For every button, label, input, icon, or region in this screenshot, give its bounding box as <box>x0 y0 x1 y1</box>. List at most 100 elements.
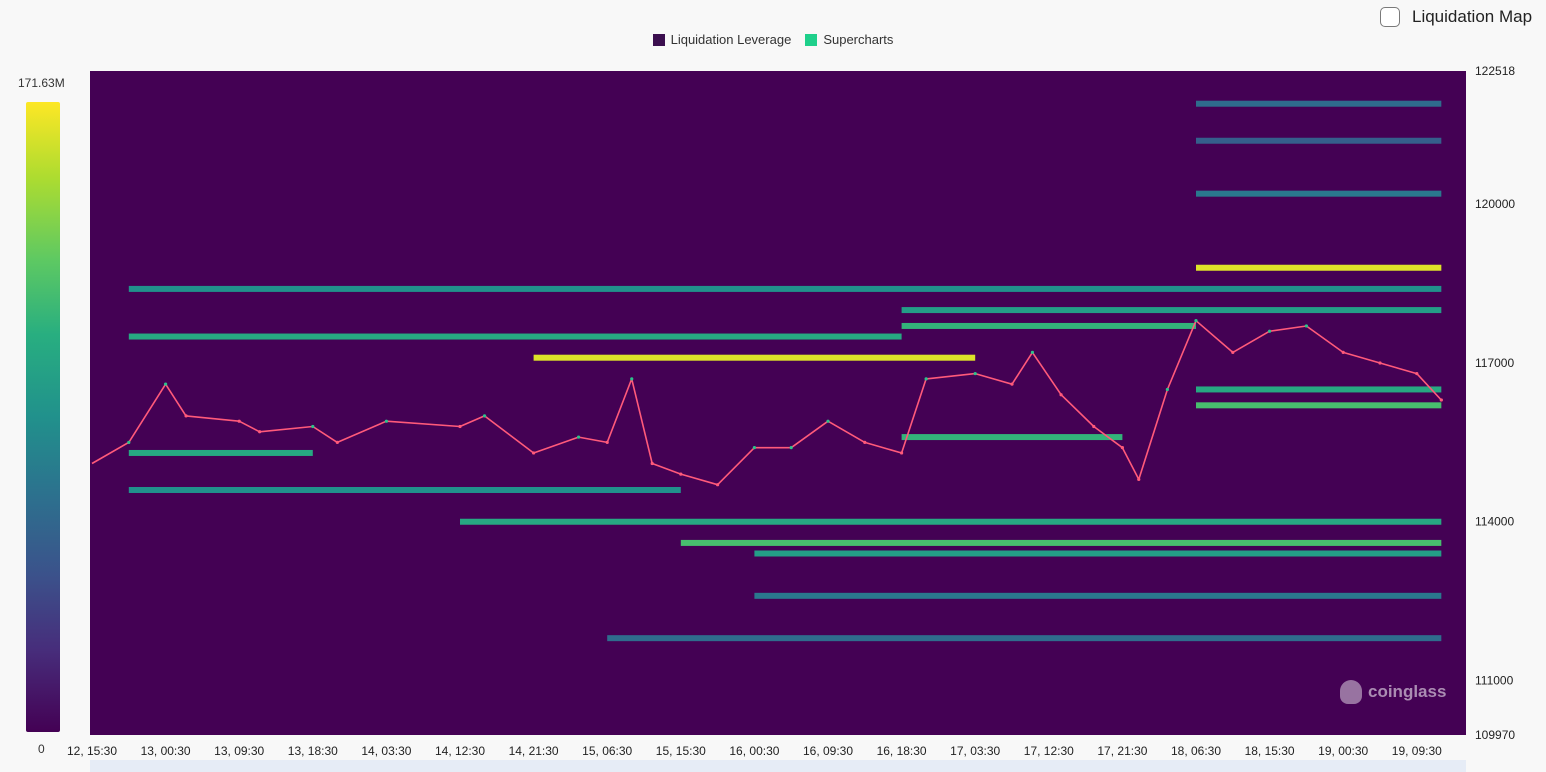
price-point <box>1268 329 1272 333</box>
x-tick-label: 12, 15:30 <box>67 744 117 758</box>
price-point <box>826 419 830 423</box>
colorbar-max-label: 171.63M <box>18 76 65 90</box>
liquidation-map-label: Liquidation Map <box>1412 7 1533 26</box>
price-point <box>650 461 654 466</box>
price-point <box>1341 350 1345 355</box>
price-point <box>1010 382 1014 386</box>
price-point <box>532 451 536 455</box>
y-tick-label: 114000 <box>1475 515 1514 529</box>
price-point <box>1231 350 1235 355</box>
x-tick-label: 19, 00:30 <box>1318 744 1368 758</box>
x-tick-label: 13, 09:30 <box>214 744 264 758</box>
price-point <box>127 440 131 444</box>
price-point <box>630 377 634 381</box>
liquidation-band <box>128 285 1442 292</box>
x-tick-label: 13, 18:30 <box>288 744 338 758</box>
colorbar <box>26 102 60 732</box>
coinglass-watermark: coinglass <box>1340 680 1446 704</box>
colorbar-min-label: 0 <box>38 742 45 756</box>
x-tick-label: 14, 03:30 <box>361 744 411 758</box>
price-point <box>973 371 977 376</box>
x-tick-label: 13, 00:30 <box>141 744 191 758</box>
price-point <box>752 446 757 450</box>
price-point <box>164 382 168 386</box>
price-point <box>311 424 315 429</box>
price-point <box>237 419 241 423</box>
liquidation-band <box>1196 100 1442 107</box>
legend-label-supercharts: Supercharts <box>823 32 894 47</box>
y-tick-label: 117000 <box>1475 356 1514 370</box>
price-point <box>458 424 462 429</box>
price-point <box>1194 319 1198 323</box>
liquidation-band <box>1196 190 1442 197</box>
legend-item-liquidation-leverage[interactable]: Liquidation Leverage <box>652 32 792 47</box>
price-point <box>576 435 581 439</box>
x-tick-label: 17, 21:30 <box>1097 744 1147 758</box>
checkbox-icon[interactable] <box>1380 7 1400 27</box>
liquidation-band <box>1196 264 1442 271</box>
liquidation-band <box>1196 386 1442 393</box>
x-tick-label: 16, 18:30 <box>877 744 927 758</box>
liquidation-band <box>901 322 1196 329</box>
price-point <box>1439 398 1443 402</box>
price-point <box>924 377 928 381</box>
x-tick-label: 15, 15:30 <box>656 744 706 758</box>
x-tick-label: 16, 00:30 <box>729 744 779 758</box>
x-tick-label: 19, 09:30 <box>1392 744 1442 758</box>
x-tick-label: 14, 21:30 <box>509 744 559 758</box>
price-point <box>1059 393 1063 397</box>
price-line <box>91 319 1442 486</box>
price-point <box>335 440 339 444</box>
price-point <box>1165 387 1169 392</box>
price-point <box>716 483 720 487</box>
liquidation-band <box>533 354 976 361</box>
price-point <box>789 446 793 450</box>
liquidation-band <box>1196 402 1442 409</box>
legend-swatch-liquidation-leverage <box>652 33 665 46</box>
price-point <box>863 440 867 444</box>
legend-item-supercharts[interactable]: Supercharts <box>805 32 893 47</box>
liquidation-band <box>680 539 1442 546</box>
price-point <box>384 419 388 423</box>
y-tick-label: 120000 <box>1475 197 1515 211</box>
price-point <box>258 430 262 434</box>
x-tick-label: 14, 12:30 <box>435 744 485 758</box>
watermark-text: coinglass <box>1368 682 1447 701</box>
liquidation-band <box>460 518 1442 525</box>
price-point <box>1092 424 1096 429</box>
legend-swatch-supercharts <box>805 33 818 46</box>
range-navigator[interactable] <box>90 760 1466 772</box>
x-tick-label: 17, 12:30 <box>1024 744 1074 758</box>
legend-label-liquidation-leverage: Liquidation Leverage <box>670 32 792 47</box>
liquidation-map-toggle[interactable]: Liquidation Map <box>1380 5 1532 29</box>
x-tick-label: 18, 15:30 <box>1245 744 1295 758</box>
x-tick-label: 16, 09:30 <box>803 744 853 758</box>
y-tick-label: 111000 <box>1475 673 1514 687</box>
price-point <box>184 414 188 418</box>
liquidation-band <box>901 434 1123 441</box>
liquidation-band <box>128 333 902 340</box>
liquidation-band <box>754 550 1442 557</box>
x-tick-label: 15, 06:30 <box>582 744 632 758</box>
y-tick-label: 109970 <box>1475 728 1515 742</box>
coinglass-logo-icon <box>1340 680 1362 704</box>
chart-legend: Liquidation Leverage Supercharts <box>0 32 1546 47</box>
price-point <box>1137 477 1141 482</box>
price-point <box>605 440 609 444</box>
liquidation-band <box>128 486 681 493</box>
price-point <box>1030 350 1035 355</box>
price-point <box>482 414 487 418</box>
liquidation-band <box>754 592 1442 599</box>
price-point <box>1120 446 1124 450</box>
y-tick-label: 122518 <box>1475 64 1515 78</box>
price-point <box>1304 324 1308 328</box>
x-tick-label: 18, 06:30 <box>1171 744 1221 758</box>
price-point <box>1378 361 1382 365</box>
liquidation-band <box>901 307 1442 314</box>
liquidation-band <box>607 635 1442 642</box>
price-point <box>1415 371 1419 376</box>
price-point <box>679 472 683 476</box>
price-point <box>900 451 904 455</box>
x-tick-label: 17, 03:30 <box>950 744 1000 758</box>
